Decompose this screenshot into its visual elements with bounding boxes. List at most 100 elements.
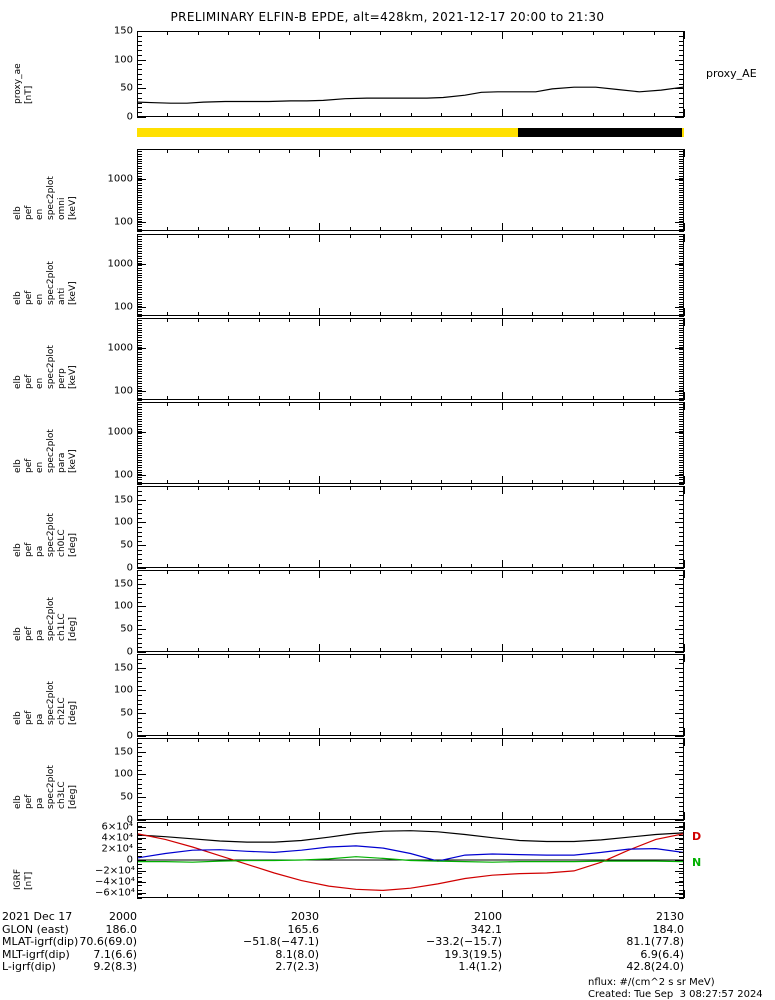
x-minor-tick [288,149,290,153]
y-minor-tick [679,330,684,332]
y-minor-tick [137,736,142,737]
y-minor-tick [679,194,684,196]
y-minor-tick [137,411,142,413]
y-axis-label-line: elb [13,375,23,389]
y-minor-tick [679,443,684,444]
x-minor-tick [349,738,351,742]
y-minor-tick [679,490,684,492]
x-minor-tick [288,822,290,826]
x-minor-tick [167,654,169,658]
x-minor-tick [440,396,442,400]
y-minor-tick [679,464,684,466]
y-minor-tick [679,214,684,216]
x-minor-tick [471,738,473,742]
y-minor-tick [679,346,684,348]
x-major-tick [319,570,321,578]
x-minor-tick [532,654,534,658]
x-minor-tick [471,816,473,820]
metadata-value: 19.3(19.5) [444,947,502,961]
y-axis-label-line: pa [35,629,45,641]
y-minor-tick [679,708,684,710]
x-major-tick [319,812,321,820]
y-tick-label: 0 [126,646,133,658]
y-minor-tick [137,769,142,771]
y-minor-tick [679,654,684,655]
y-minor-tick [137,375,142,377]
metadata-value: 9.2(8.3) [93,960,137,974]
x-minor-tick [197,312,199,316]
x-major-tick [319,486,321,494]
y-major-tick [137,475,146,477]
x-major-tick [137,308,138,316]
y-axis-ticks-en-omni: 1000 100 [95,149,133,231]
y-minor-tick [679,277,684,279]
x-minor-tick [562,396,564,400]
y-minor-tick [679,545,684,547]
x-minor-tick [410,570,412,574]
y-axis-label-en-anti: elb pef en spec2plot anti [keV] [0,234,93,316]
y-minor-tick [679,228,684,230]
y-minor-tick [679,471,684,473]
y-minor-tick [679,202,684,204]
x-major-tick [137,738,138,746]
x-minor-tick [258,234,260,238]
x-minor-tick [197,396,199,400]
x-minor-tick [167,564,169,568]
y-minor-tick [679,843,684,845]
x-minor-tick [349,31,351,35]
y-minor-tick [679,620,684,622]
metadata-value: 7.1(6.6) [93,947,137,961]
y-minor-tick [137,397,142,399]
y-minor-tick [679,508,684,510]
y-axis-label-line: [keV] [68,281,78,305]
x-major-tick [684,738,685,746]
y-axis-ticks-en-perp: 1000 100 [95,318,133,400]
x-minor-tick [258,822,260,826]
x-major-tick [501,402,503,410]
x-minor-tick [471,486,473,490]
y-minor-tick [137,810,142,812]
y-minor-tick [137,107,142,109]
y-minor-tick [679,216,684,218]
y-minor-tick [679,311,684,313]
x-minor-tick [623,312,625,316]
x-minor-tick [623,732,625,736]
x-minor-tick [532,402,534,406]
x-minor-tick [410,564,412,568]
x-minor-tick [532,234,534,238]
metadata-row-label: GLON (east) [2,922,69,936]
x-minor-tick [167,312,169,316]
y-minor-tick [679,527,684,528]
y-minor-tick [137,241,142,243]
y-minor-tick [679,459,684,461]
y-minor-tick [137,404,142,406]
y-minor-tick [679,455,684,457]
x-minor-tick [562,31,564,35]
metadata-value: 8.1(8.0) [275,947,319,961]
y-minor-tick [137,484,142,485]
panel-en-para [137,402,684,484]
y-axis-label-line: pef [24,542,34,557]
y-minor-tick [137,457,142,459]
y-minor-tick [137,373,142,375]
y-major-tick [675,881,684,883]
x-minor-tick [197,738,199,742]
y-minor-tick [679,504,684,506]
y-minor-tick [137,361,142,363]
y-minor-tick [679,447,684,449]
x-minor-tick [592,486,594,490]
y-minor-tick [679,426,684,428]
y-minor-tick [137,368,142,370]
y-minor-tick [137,779,142,780]
x-minor-tick [410,486,412,490]
x-minor-tick [258,486,260,490]
x-minor-tick [380,234,382,238]
y-axis-label-line: omni [57,197,67,220]
x-minor-tick [380,113,382,117]
y-minor-tick [679,893,684,895]
y-minor-tick [679,611,684,612]
y-axis-label-line: pef [24,290,34,305]
y-minor-tick [679,397,684,399]
y-axis-label-en-perp: elb pef en spec2plot perp [keV] [0,318,93,400]
y-minor-tick [137,722,142,724]
